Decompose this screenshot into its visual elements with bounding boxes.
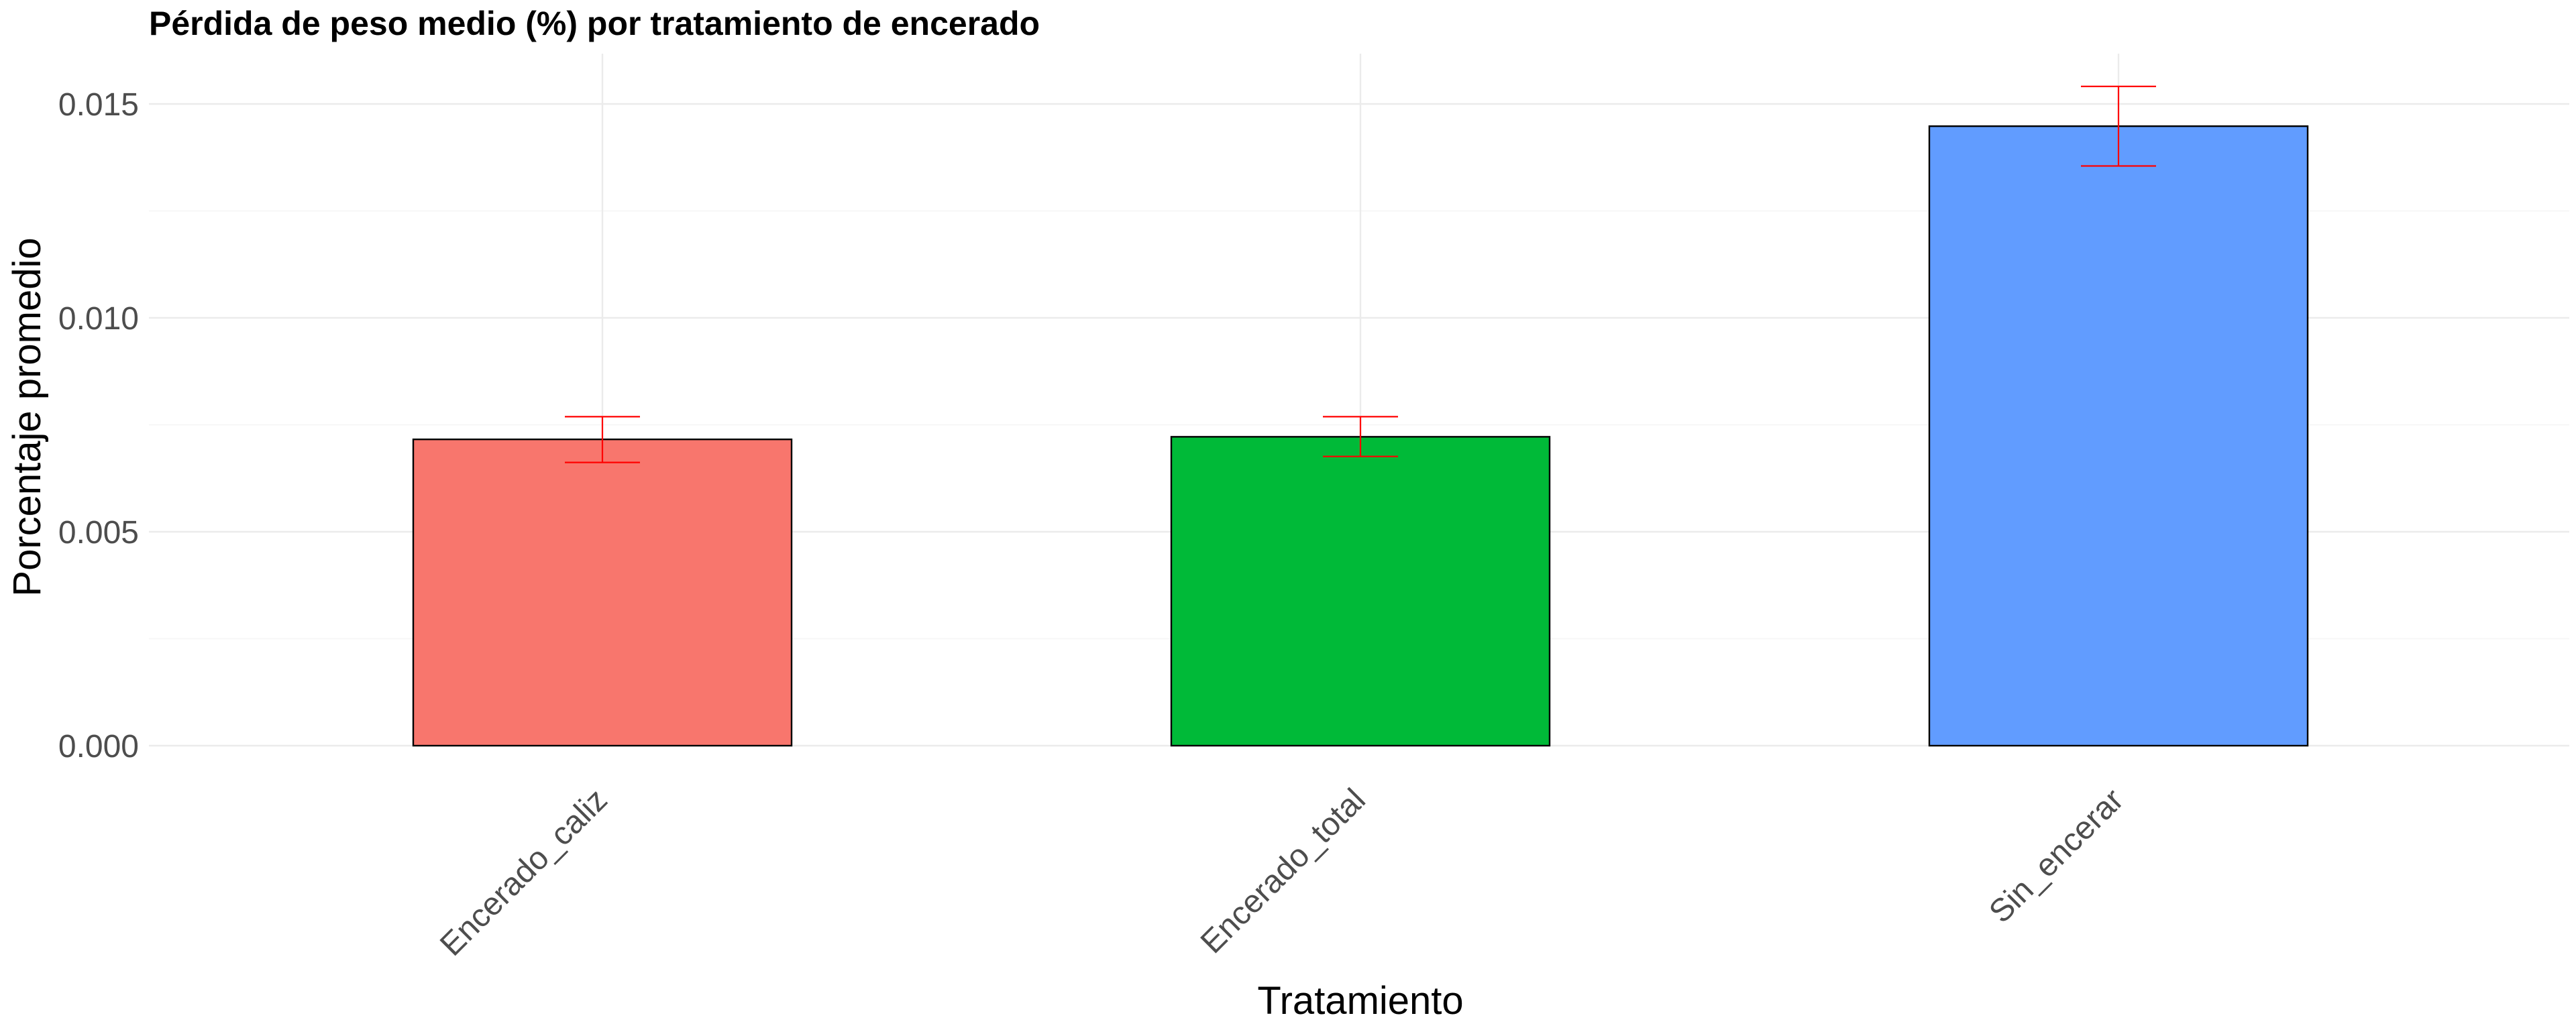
bar-encerado-total [1170, 436, 1551, 747]
bar-sin-encerar [1928, 125, 2309, 747]
error-bar [1323, 416, 1398, 457]
y-axis-title: Porcentaje promedio [5, 237, 49, 596]
bars [412, 125, 2309, 747]
y-tick-label: 0.005 [58, 515, 139, 551]
error-bar [565, 416, 640, 463]
y-tick-label: 0.000 [58, 729, 139, 764]
bar-encerado-caliz [412, 438, 793, 747]
y-tick-label: 0.010 [58, 301, 139, 337]
y-axis-ticks: 0.000 0.005 0.010 0.015 [58, 87, 139, 764]
error-bar [2081, 85, 2156, 167]
error-bars [565, 85, 2156, 463]
x-axis-title: Tratamiento [1257, 979, 1463, 1023]
chart-title: Pérdida de peso medio (%) por tratamient… [149, 5, 1040, 42]
y-tick-label: 0.015 [58, 87, 139, 123]
